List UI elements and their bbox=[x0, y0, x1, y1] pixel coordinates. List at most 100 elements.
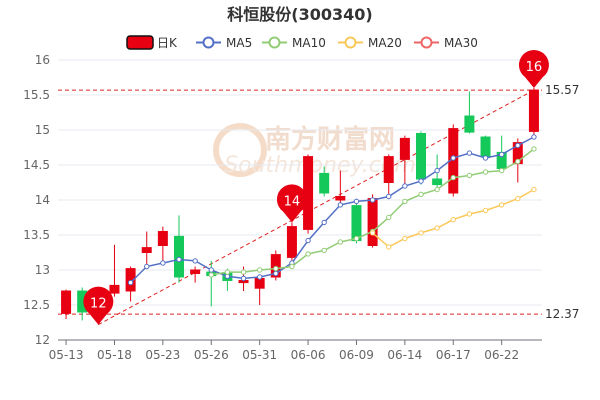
marker-pin bbox=[518, 49, 549, 88]
ma-point bbox=[450, 174, 456, 181]
ma-point bbox=[515, 142, 521, 149]
watermark-text: 南方财富网 bbox=[265, 124, 395, 155]
x-tick-label: 05-18 bbox=[97, 348, 132, 362]
ma-point bbox=[482, 169, 489, 175]
axes: 12 12.5 13 13.5 14 14.5 15 15.5 16 05-13 05-18 05-2… bbox=[23, 53, 542, 362]
price-marker: 16 bbox=[518, 49, 549, 88]
ma-point bbox=[305, 237, 311, 244]
reference-line-label: 15.57 bbox=[545, 83, 579, 97]
ma-point bbox=[418, 191, 424, 198]
legend-label: 日K bbox=[157, 36, 178, 50]
y-tick-label: 16 bbox=[35, 53, 50, 67]
ma-point bbox=[531, 186, 537, 193]
legend-item: MA30 bbox=[414, 36, 478, 50]
legend: 日K MA5 MA10 MA20 MA30 bbox=[126, 35, 478, 50]
candle-body bbox=[432, 178, 443, 186]
candle-body bbox=[109, 284, 120, 294]
candle-body bbox=[399, 137, 410, 160]
ma-point bbox=[402, 183, 408, 189]
price-marker: 12 bbox=[83, 286, 114, 325]
y-tick-label: 13.5 bbox=[23, 228, 50, 242]
ma-point bbox=[224, 269, 231, 275]
x-tick-label: 06-14 bbox=[387, 348, 422, 362]
ma-point bbox=[144, 263, 150, 270]
candle-body bbox=[61, 290, 72, 314]
ma-point bbox=[369, 197, 376, 203]
marker-label: 14 bbox=[284, 194, 301, 209]
ma-lines bbox=[127, 134, 537, 286]
ma-point bbox=[450, 155, 456, 161]
ma-point bbox=[482, 207, 489, 214]
candle-body bbox=[157, 231, 168, 246]
ma-point bbox=[434, 186, 440, 193]
price-marker: 14 bbox=[276, 184, 307, 223]
ma-point bbox=[434, 225, 440, 231]
candle-body bbox=[416, 133, 426, 180]
ma-point bbox=[337, 202, 344, 208]
ma-point bbox=[192, 258, 198, 264]
ma-point bbox=[402, 235, 408, 242]
legend-swatch-marker bbox=[420, 36, 433, 49]
legend-item: MA20 bbox=[338, 36, 402, 50]
candle-body bbox=[286, 226, 297, 258]
ma-point bbox=[450, 216, 456, 223]
x-tick-label: 05-31 bbox=[242, 348, 277, 362]
x-tick-label: 06-22 bbox=[484, 348, 519, 362]
marker-pin bbox=[83, 286, 114, 325]
ma-point bbox=[305, 251, 311, 257]
marker-label: 16 bbox=[526, 60, 543, 75]
ma-point bbox=[353, 198, 360, 205]
chart-title: 科恒股份(300340) bbox=[227, 5, 372, 24]
x-tick-label: 05-26 bbox=[194, 348, 229, 362]
y-tick-label: 15.5 bbox=[23, 88, 50, 102]
legend-item: MA5 bbox=[196, 36, 252, 50]
candle-body bbox=[270, 254, 281, 278]
ma-point bbox=[515, 195, 521, 202]
legend-item: MA10 bbox=[262, 36, 326, 50]
y-tick-label: 12.5 bbox=[23, 298, 50, 312]
ma-point bbox=[353, 235, 360, 242]
ma-point bbox=[127, 279, 134, 286]
ma-point bbox=[160, 260, 166, 266]
legend-swatch-marker bbox=[268, 36, 281, 49]
candle-body bbox=[480, 136, 491, 158]
grid bbox=[58, 59, 542, 341]
candle-body bbox=[335, 196, 346, 201]
ma-point bbox=[466, 211, 473, 217]
ma-point bbox=[402, 198, 408, 205]
ma-point bbox=[418, 178, 424, 184]
y-tick-label: 12 bbox=[35, 333, 50, 347]
candle-body bbox=[125, 268, 136, 292]
candle-body bbox=[319, 172, 330, 194]
legend-swatch-marker bbox=[202, 36, 215, 49]
ma-point bbox=[498, 151, 505, 158]
price-markers: 12 14 16 bbox=[83, 49, 549, 325]
ma-point bbox=[466, 172, 473, 179]
reference-lines: 15.57 12.37 bbox=[58, 83, 579, 321]
ma-point bbox=[273, 270, 279, 277]
reference-line-label: 12.37 bbox=[545, 307, 579, 321]
x-tick-label: 06-09 bbox=[339, 348, 374, 362]
candle-body bbox=[141, 247, 152, 254]
x-tick-label: 05-13 bbox=[49, 348, 84, 362]
ma-point bbox=[240, 275, 247, 282]
legend-swatch bbox=[126, 35, 154, 50]
y-tick-label: 13 bbox=[35, 263, 50, 277]
legend-label: MA30 bbox=[444, 36, 478, 50]
candle-body bbox=[367, 198, 378, 247]
candle-body bbox=[528, 89, 539, 132]
ma-point bbox=[369, 230, 376, 236]
ma-point bbox=[498, 202, 505, 208]
legend-label: MA20 bbox=[368, 36, 402, 50]
ma-point bbox=[208, 272, 214, 278]
ma-point bbox=[337, 239, 344, 245]
candle-body bbox=[254, 277, 265, 289]
ma-point bbox=[386, 214, 392, 221]
ma-point bbox=[289, 263, 295, 270]
y-tick-label: 14.5 bbox=[23, 158, 50, 172]
candle-body bbox=[190, 269, 201, 274]
candle-body bbox=[174, 235, 184, 278]
y-tick-label: 15 bbox=[35, 123, 50, 137]
y-tick-label: 14 bbox=[35, 193, 50, 207]
ma-point bbox=[386, 244, 392, 250]
